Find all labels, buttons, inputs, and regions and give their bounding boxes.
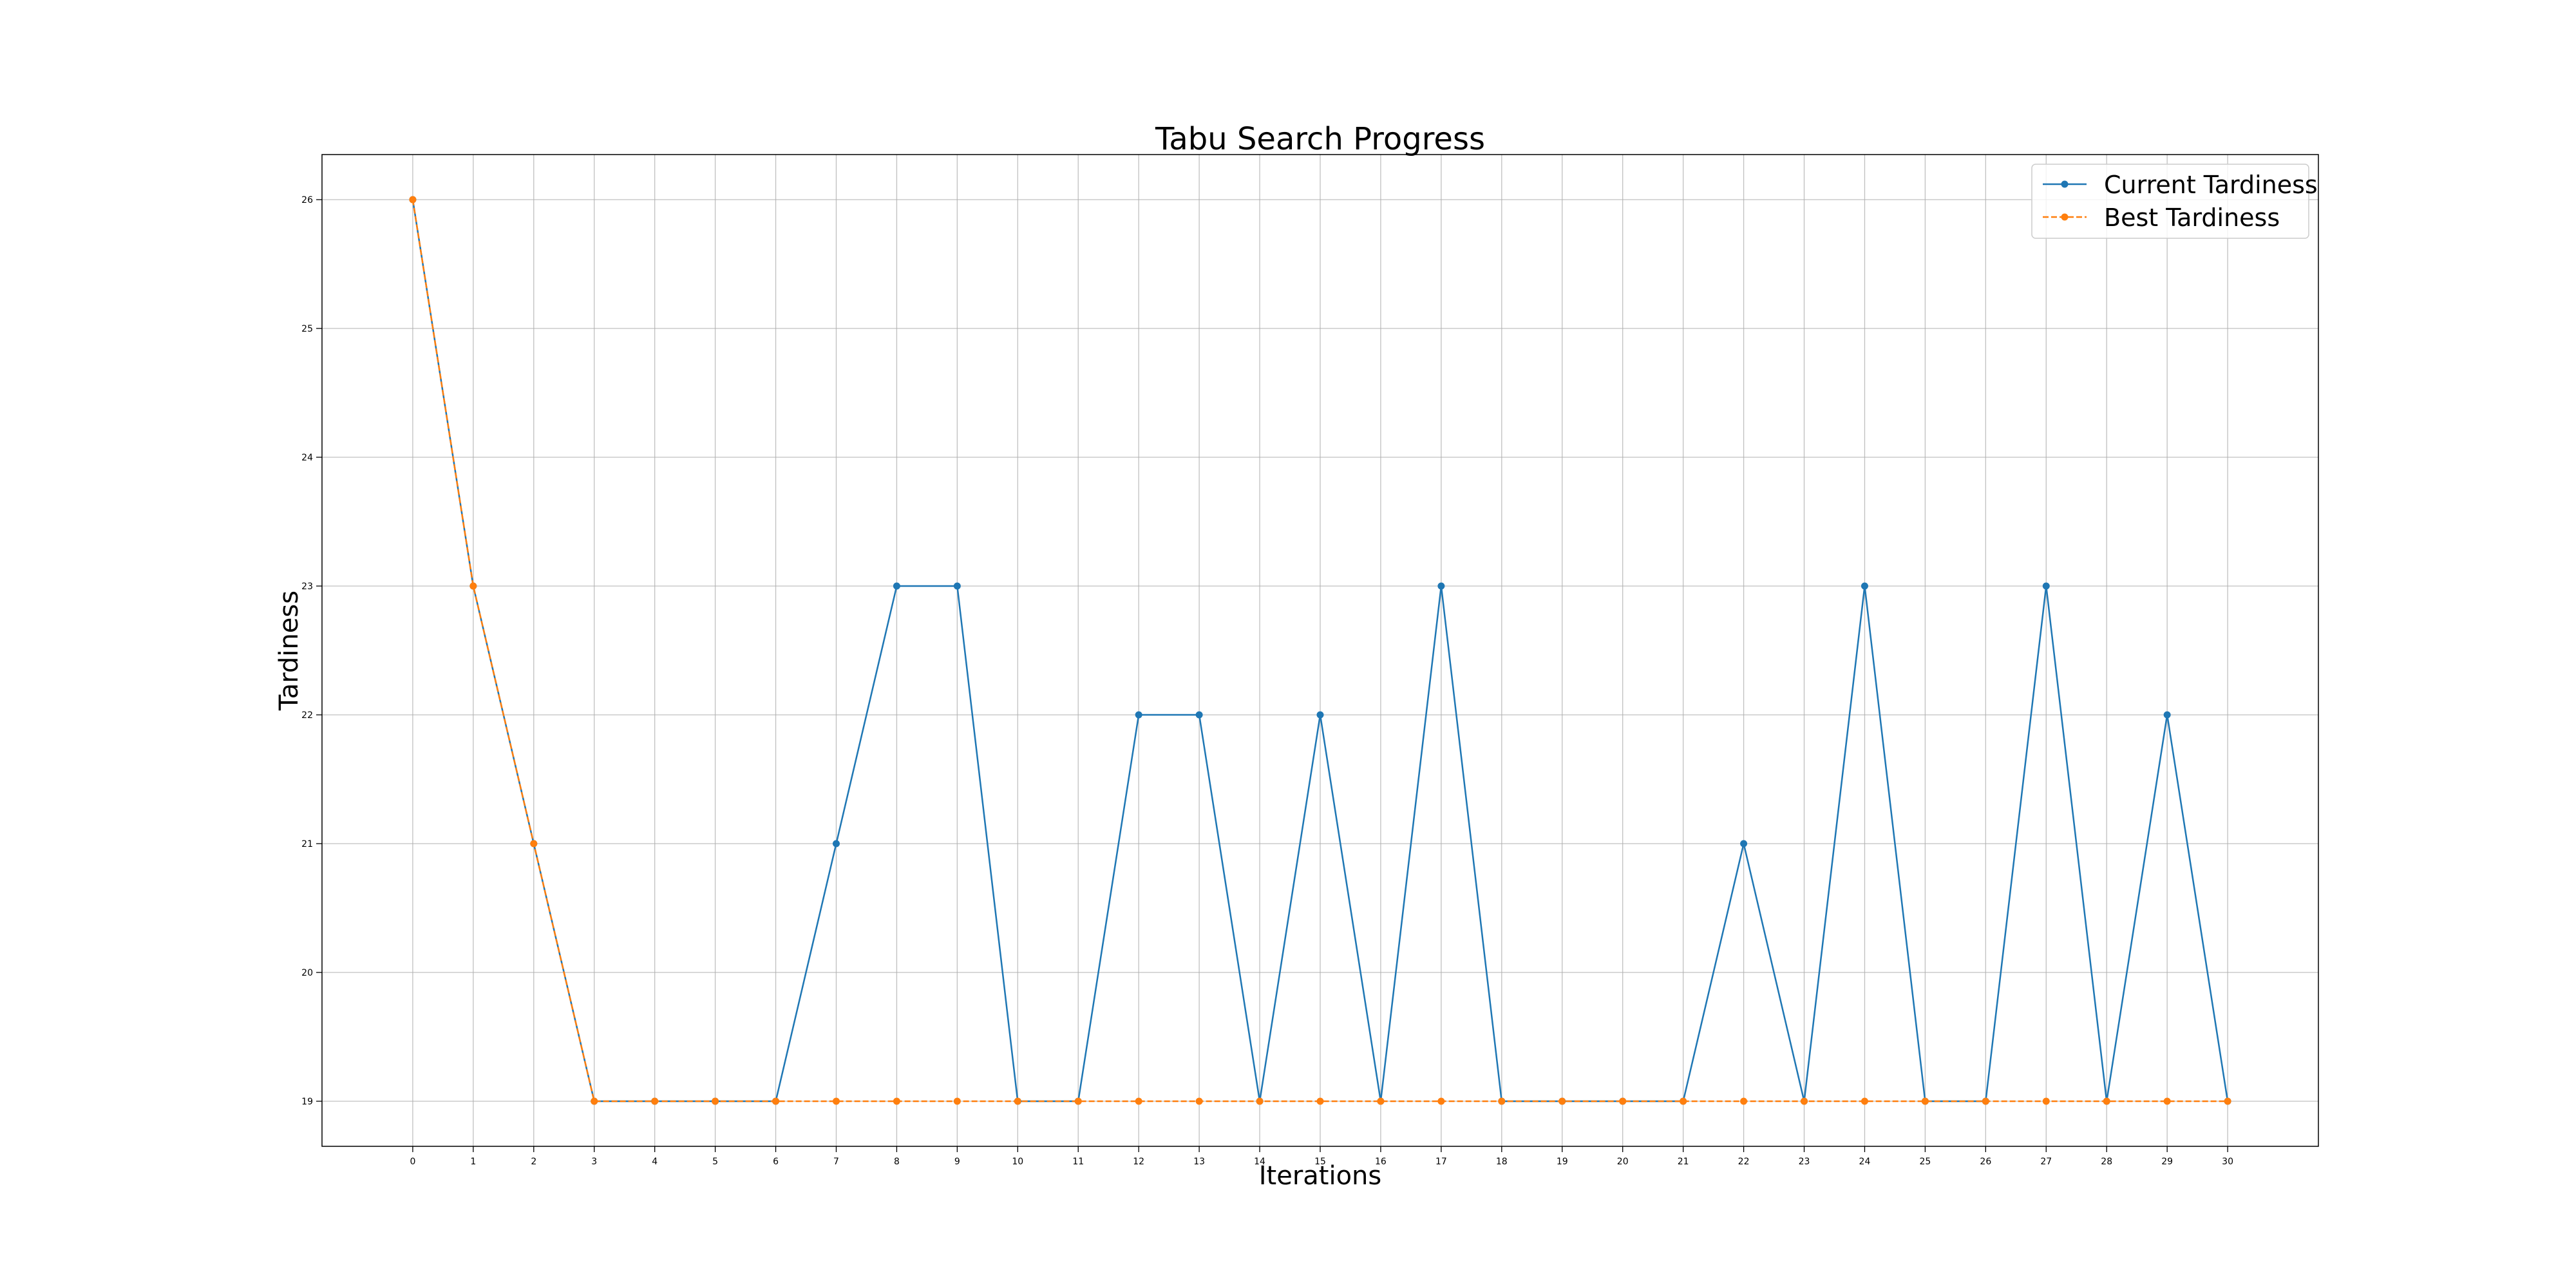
data-point-current-tardiness: [1861, 582, 1868, 590]
data-point-best-tardiness: [2042, 1097, 2050, 1105]
data-point-current-tardiness: [2042, 582, 2050, 590]
y-axis-ticks: 19 20 21 22 23 24 25 26: [301, 195, 322, 1107]
x-tick-label: 15: [1314, 1157, 1326, 1167]
data-point-best-tardiness: [651, 1097, 659, 1105]
data-point-best-tardiness: [1195, 1097, 1203, 1105]
data-point-best-tardiness: [1437, 1097, 1445, 1105]
legend-entry-current-tardiness: Current Tardiness: [2043, 171, 2318, 199]
data-point-current-tardiness: [893, 582, 900, 590]
data-point-current-tardiness: [2163, 711, 2171, 719]
data-point-current-tardiness: [832, 840, 840, 848]
y-tick-label: 23: [301, 582, 313, 592]
x-tick-label: 19: [1557, 1157, 1568, 1167]
data-point-best-tardiness: [1680, 1097, 1687, 1105]
y-tick-label: 24: [301, 453, 313, 463]
x-tick-label: 5: [712, 1157, 718, 1167]
data-point-best-tardiness: [1740, 1097, 1748, 1105]
data-point-best-tardiness: [409, 196, 417, 204]
x-tick-label: 29: [2161, 1157, 2173, 1167]
x-axis-ticks: 0 1 2 3 4 5 6 7 8 9 10 11 12 13 14 15 16 17 18 19 20 21 22 23 24…: [410, 1146, 2233, 1167]
data-point-best-tardiness: [1619, 1097, 1627, 1105]
legend-marker-current-tardiness: [2061, 180, 2069, 188]
data-point-best-tardiness: [1256, 1097, 1264, 1105]
y-tick-label: 19: [301, 1097, 313, 1107]
data-point-best-tardiness: [2224, 1097, 2231, 1105]
legend-label-current-tardiness: Current Tardiness: [2104, 171, 2318, 199]
data-point-best-tardiness: [469, 582, 477, 590]
data-point-best-tardiness: [1982, 1097, 1989, 1105]
x-tick-label: 13: [1193, 1157, 1205, 1167]
y-tick-label: 20: [301, 968, 313, 978]
legend: Current Tardiness Best Tardiness: [2031, 164, 2318, 239]
data-point-best-tardiness: [893, 1097, 900, 1105]
x-tick-label: 1: [470, 1157, 476, 1167]
y-tick-label: 26: [301, 195, 313, 205]
x-tick-label: 8: [894, 1157, 900, 1167]
legend-box: [2031, 164, 2309, 239]
y-tick-label: 22: [301, 710, 313, 721]
chart-title: Tabu Search Progress: [1155, 121, 1485, 157]
data-point-best-tardiness: [1498, 1097, 1506, 1105]
x-tick-label: 17: [1435, 1157, 1447, 1167]
data-point-best-tardiness: [530, 840, 538, 848]
x-tick-label: 14: [1254, 1157, 1265, 1167]
data-point-current-tardiness: [1437, 582, 1445, 590]
data-point-best-tardiness: [832, 1097, 840, 1105]
x-tick-label: 0: [410, 1157, 415, 1167]
x-tick-label: 18: [1496, 1157, 1508, 1167]
data-point-best-tardiness: [772, 1097, 780, 1105]
x-tick-label: 23: [1799, 1157, 1810, 1167]
x-tick-label: 16: [1375, 1157, 1387, 1167]
x-tick-label: 24: [1859, 1157, 1871, 1167]
grid-layer: [322, 155, 2318, 1146]
data-point-best-tardiness: [1801, 1097, 1808, 1105]
x-tick-label: 4: [652, 1157, 658, 1167]
data-point-best-tardiness: [1861, 1097, 1868, 1105]
x-tick-label: 21: [1678, 1157, 1689, 1167]
x-tick-label: 10: [1012, 1157, 1023, 1167]
x-tick-label: 22: [1738, 1157, 1750, 1167]
data-point-best-tardiness: [2103, 1097, 2110, 1105]
x-tick-label: 9: [954, 1157, 960, 1167]
x-axis-label: Iterations: [1259, 1161, 1382, 1191]
x-tick-label: 20: [1617, 1157, 1629, 1167]
legend-entry-best-tardiness: Best Tardiness: [2043, 204, 2280, 232]
data-point-current-tardiness: [1195, 711, 1203, 719]
x-tick-label: 7: [833, 1157, 839, 1167]
x-tick-label: 27: [2040, 1157, 2052, 1167]
y-tick-label: 21: [301, 839, 313, 849]
x-tick-label: 3: [591, 1157, 597, 1167]
data-point-current-tardiness: [1316, 711, 1324, 719]
x-tick-label: 12: [1133, 1157, 1144, 1167]
x-tick-label: 26: [1980, 1157, 1991, 1167]
data-point-current-tardiness: [953, 582, 961, 590]
x-tick-label: 6: [773, 1157, 779, 1167]
x-tick-label: 25: [1919, 1157, 1931, 1167]
legend-label-best-tardiness: Best Tardiness: [2104, 204, 2280, 232]
x-tick-label: 2: [531, 1157, 536, 1167]
data-point-best-tardiness: [591, 1097, 598, 1105]
data-point-best-tardiness: [1014, 1097, 1021, 1105]
data-point-best-tardiness: [2163, 1097, 2171, 1105]
data-point-best-tardiness: [1921, 1097, 1929, 1105]
data-point-current-tardiness: [1135, 711, 1142, 719]
data-point-best-tardiness: [712, 1097, 719, 1105]
x-tick-label: 28: [2101, 1157, 2112, 1167]
data-point-best-tardiness: [1377, 1097, 1385, 1105]
data-point-current-tardiness: [1740, 840, 1748, 848]
legend-marker-best-tardiness: [2061, 213, 2069, 221]
data-point-best-tardiness: [1074, 1097, 1082, 1105]
series-layer: [409, 196, 2231, 1105]
x-tick-label: 11: [1072, 1157, 1084, 1167]
data-point-best-tardiness: [1135, 1097, 1142, 1105]
y-axis-label: Tardiness: [274, 591, 304, 711]
data-point-best-tardiness: [953, 1097, 961, 1105]
y-tick-label: 25: [301, 324, 313, 334]
x-tick-label: 30: [2222, 1157, 2233, 1167]
data-point-best-tardiness: [1558, 1097, 1566, 1105]
data-point-best-tardiness: [1316, 1097, 1324, 1105]
